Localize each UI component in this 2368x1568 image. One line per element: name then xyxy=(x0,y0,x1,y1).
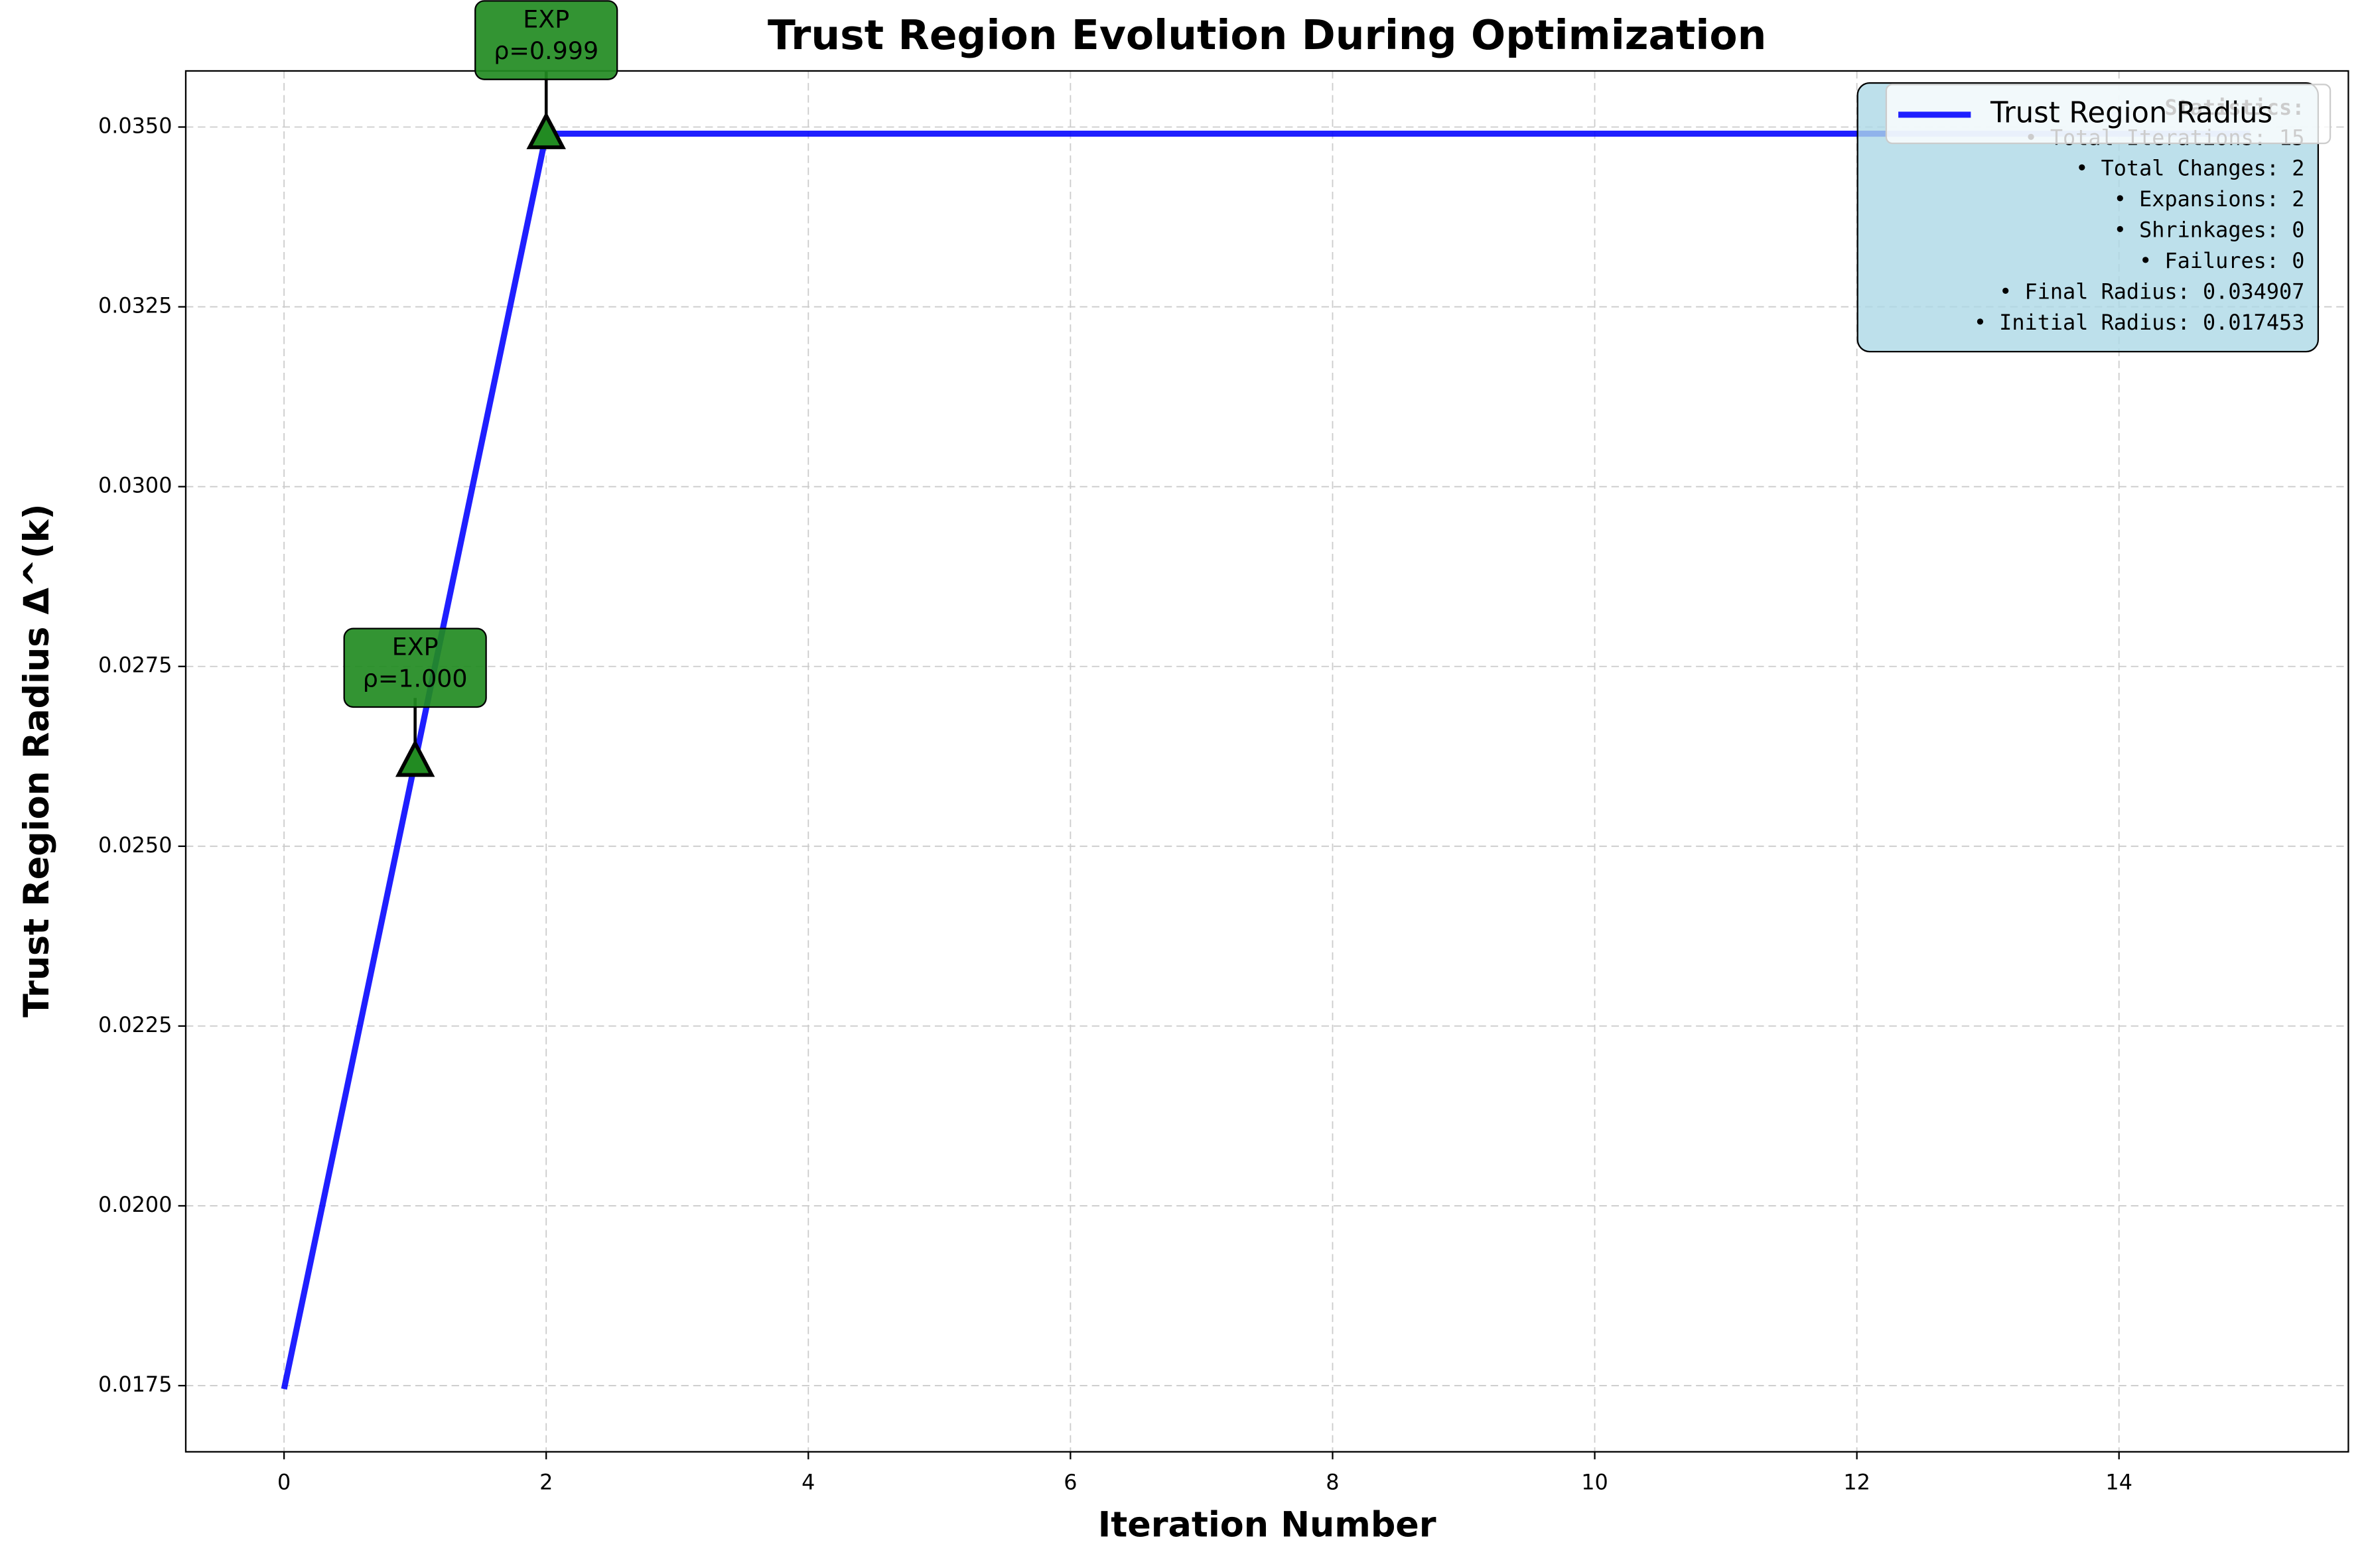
y-tick-label: 0.0325 xyxy=(98,293,172,318)
y-tick-label: 0.0350 xyxy=(98,113,172,139)
legend-label: Trust Region Radius xyxy=(1990,96,2272,129)
annotation-text: EXP xyxy=(523,5,569,33)
y-axis-label: Trust Region Radius Δ^(k) xyxy=(17,504,57,1017)
legend-box xyxy=(1885,84,2332,145)
plot-frame xyxy=(184,70,2349,1453)
annotation-marker xyxy=(526,111,566,149)
stats-line: • Shrinkages: 0 xyxy=(2114,218,2305,243)
x-tick-label: 14 xyxy=(2105,1470,2132,1495)
x-tick-label: 8 xyxy=(1326,1470,1339,1495)
x-tick-label: 12 xyxy=(1843,1470,1870,1495)
annotation-text: ρ=1.000 xyxy=(363,665,468,693)
chart-title: Trust Region Evolution During Optimizati… xyxy=(768,12,1766,59)
y-tick-label: 0.0175 xyxy=(98,1372,172,1397)
y-tick-label: 0.0225 xyxy=(98,1012,172,1037)
stats-line: • Expansions: 2 xyxy=(2114,186,2305,212)
x-tick-label: 4 xyxy=(801,1470,815,1495)
x-tick-label: 0 xyxy=(277,1470,291,1495)
x-axis-label: Iteration Number xyxy=(1098,1505,1436,1545)
y-tick-label: 0.0250 xyxy=(98,832,172,858)
stats-line: • Initial Radius: 0.017453 xyxy=(1974,310,2305,335)
annotation-marker xyxy=(395,739,435,777)
annotation-box xyxy=(474,0,618,80)
x-tick-label: 6 xyxy=(1064,1470,1077,1495)
stats-line: • Failures: 0 xyxy=(2139,248,2304,273)
stats-line: • Total Changes: 2 xyxy=(2075,156,2304,181)
y-tick-label: 0.0275 xyxy=(98,653,172,678)
stats-box xyxy=(1856,82,2320,353)
stats-line: • Final Radius: 0.034907 xyxy=(1999,279,2304,304)
annotation-text: EXP xyxy=(392,633,439,661)
x-tick-label: 10 xyxy=(1581,1470,1608,1495)
y-tick-label: 0.0300 xyxy=(98,473,172,498)
x-tick-label: 2 xyxy=(539,1470,553,1495)
y-tick-label: 0.0200 xyxy=(98,1192,172,1217)
annotation-text: ρ=0.999 xyxy=(494,36,598,65)
annotation-box xyxy=(343,627,487,708)
